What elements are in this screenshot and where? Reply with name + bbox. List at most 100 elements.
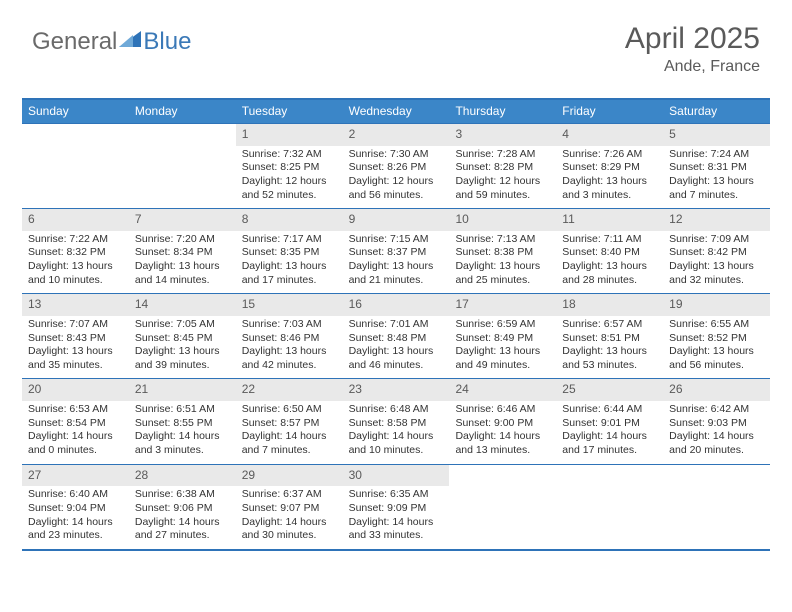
day-number: 17 [449,294,556,316]
sunrise-text: Sunrise: 7:03 AM [242,318,337,332]
calendar-cell: 8Sunrise: 7:17 AMSunset: 8:35 PMDaylight… [236,209,343,293]
day-header: Wednesday [343,100,450,123]
day-header: Friday [556,100,663,123]
daylight-text: Daylight: 13 hours and 21 minutes. [349,260,444,287]
day-body: Sunrise: 7:13 AMSunset: 8:38 PMDaylight:… [449,231,556,294]
calendar-cell: 23Sunrise: 6:48 AMSunset: 8:58 PMDayligh… [343,379,450,463]
sunset-text: Sunset: 9:06 PM [135,502,230,516]
day-number: 5 [663,124,770,146]
daylight-text: Daylight: 14 hours and 23 minutes. [28,516,123,543]
sunset-text: Sunset: 9:04 PM [28,502,123,516]
calendar-week: 13Sunrise: 7:07 AMSunset: 8:43 PMDayligh… [22,293,770,378]
page-subtitle: Ande, France [664,58,760,76]
sunrise-text: Sunrise: 6:57 AM [562,318,657,332]
day-body: Sunrise: 6:48 AMSunset: 8:58 PMDaylight:… [343,401,450,464]
day-number: 12 [663,209,770,231]
day-body: Sunrise: 6:44 AMSunset: 9:01 PMDaylight:… [556,401,663,464]
sunset-text: Sunset: 9:03 PM [669,417,764,431]
day-body: Sunrise: 7:11 AMSunset: 8:40 PMDaylight:… [556,231,663,294]
daylight-text: Daylight: 14 hours and 0 minutes. [28,430,123,457]
calendar: SundayMondayTuesdayWednesdayThursdayFrid… [22,98,770,551]
calendar-cell: 21Sunrise: 6:51 AMSunset: 8:55 PMDayligh… [129,379,236,463]
day-number: 16 [343,294,450,316]
day-number: 25 [556,379,663,401]
sunrise-text: Sunrise: 7:22 AM [28,233,123,247]
day-body: Sunrise: 6:37 AMSunset: 9:07 PMDaylight:… [236,486,343,549]
sunset-text: Sunset: 8:58 PM [349,417,444,431]
daylight-text: Daylight: 14 hours and 10 minutes. [349,430,444,457]
day-body: Sunrise: 6:42 AMSunset: 9:03 PMDaylight:… [663,401,770,464]
daylight-text: Daylight: 13 hours and 17 minutes. [242,260,337,287]
sunrise-text: Sunrise: 7:07 AM [28,318,123,332]
day-number: 24 [449,379,556,401]
day-header: Monday [129,100,236,123]
calendar-cell: 0 [449,465,556,549]
daylight-text: Daylight: 13 hours and 56 minutes. [669,345,764,372]
day-number: 29 [236,465,343,487]
day-header: Thursday [449,100,556,123]
day-header: Saturday [663,100,770,123]
day-body: Sunrise: 6:35 AMSunset: 9:09 PMDaylight:… [343,486,450,549]
day-body: Sunrise: 6:46 AMSunset: 9:00 PMDaylight:… [449,401,556,464]
sunset-text: Sunset: 9:09 PM [349,502,444,516]
calendar-cell: 13Sunrise: 7:07 AMSunset: 8:43 PMDayligh… [22,294,129,378]
sunset-text: Sunset: 8:40 PM [562,246,657,260]
day-number: 20 [22,379,129,401]
calendar-cell: 19Sunrise: 6:55 AMSunset: 8:52 PMDayligh… [663,294,770,378]
calendar-cell: 6Sunrise: 7:22 AMSunset: 8:32 PMDaylight… [22,209,129,293]
sunset-text: Sunset: 8:42 PM [669,246,764,260]
day-body: Sunrise: 6:55 AMSunset: 8:52 PMDaylight:… [663,316,770,379]
sunset-text: Sunset: 8:52 PM [669,332,764,346]
sunset-text: Sunset: 8:29 PM [562,161,657,175]
daylight-text: Daylight: 13 hours and 53 minutes. [562,345,657,372]
sunset-text: Sunset: 8:45 PM [135,332,230,346]
calendar-cell: 4Sunrise: 7:26 AMSunset: 8:29 PMDaylight… [556,124,663,208]
day-body: Sunrise: 7:20 AMSunset: 8:34 PMDaylight:… [129,231,236,294]
daylight-text: Daylight: 13 hours and 3 minutes. [562,175,657,202]
calendar-cell: 27Sunrise: 6:40 AMSunset: 9:04 PMDayligh… [22,465,129,549]
day-body: Sunrise: 7:24 AMSunset: 8:31 PMDaylight:… [663,146,770,209]
logo-triangle-icon [119,28,141,56]
calendar-cell: 26Sunrise: 6:42 AMSunset: 9:03 PMDayligh… [663,379,770,463]
day-body: Sunrise: 7:05 AMSunset: 8:45 PMDaylight:… [129,316,236,379]
sunrise-text: Sunrise: 6:46 AM [455,403,550,417]
sunset-text: Sunset: 8:32 PM [28,246,123,260]
daylight-text: Daylight: 13 hours and 7 minutes. [669,175,764,202]
calendar-cell: 1Sunrise: 7:32 AMSunset: 8:25 PMDaylight… [236,124,343,208]
calendar-cell: 25Sunrise: 6:44 AMSunset: 9:01 PMDayligh… [556,379,663,463]
daylight-text: Daylight: 13 hours and 46 minutes. [349,345,444,372]
daylight-text: Daylight: 13 hours and 39 minutes. [135,345,230,372]
day-number: 9 [343,209,450,231]
logo-text-1: General [32,28,117,56]
sunrise-text: Sunrise: 6:38 AM [135,488,230,502]
day-number: 22 [236,379,343,401]
calendar-cell: 11Sunrise: 7:11 AMSunset: 8:40 PMDayligh… [556,209,663,293]
calendar-cell: 0 [22,124,129,208]
day-body: Sunrise: 7:07 AMSunset: 8:43 PMDaylight:… [22,316,129,379]
day-number: 28 [129,465,236,487]
day-number: 26 [663,379,770,401]
daylight-text: Daylight: 12 hours and 52 minutes. [242,175,337,202]
daylight-text: Daylight: 13 hours and 14 minutes. [135,260,230,287]
day-body: Sunrise: 7:01 AMSunset: 8:48 PMDaylight:… [343,316,450,379]
sunrise-text: Sunrise: 7:20 AM [135,233,230,247]
day-number: 30 [343,465,450,487]
calendar-cell: 30Sunrise: 6:35 AMSunset: 9:09 PMDayligh… [343,465,450,549]
sunrise-text: Sunrise: 6:59 AM [455,318,550,332]
day-body: Sunrise: 7:30 AMSunset: 8:26 PMDaylight:… [343,146,450,209]
sunrise-text: Sunrise: 6:42 AM [669,403,764,417]
day-body: Sunrise: 7:26 AMSunset: 8:29 PMDaylight:… [556,146,663,209]
sunset-text: Sunset: 8:48 PM [349,332,444,346]
day-number: 11 [556,209,663,231]
day-number: 1 [236,124,343,146]
daylight-text: Daylight: 14 hours and 20 minutes. [669,430,764,457]
daylight-text: Daylight: 13 hours and 28 minutes. [562,260,657,287]
sunset-text: Sunset: 8:35 PM [242,246,337,260]
day-header: Tuesday [236,100,343,123]
day-body: Sunrise: 7:15 AMSunset: 8:37 PMDaylight:… [343,231,450,294]
sunset-text: Sunset: 8:57 PM [242,417,337,431]
sunrise-text: Sunrise: 6:50 AM [242,403,337,417]
calendar-cell: 28Sunrise: 6:38 AMSunset: 9:06 PMDayligh… [129,465,236,549]
daylight-text: Daylight: 13 hours and 42 minutes. [242,345,337,372]
day-body: Sunrise: 7:09 AMSunset: 8:42 PMDaylight:… [663,231,770,294]
